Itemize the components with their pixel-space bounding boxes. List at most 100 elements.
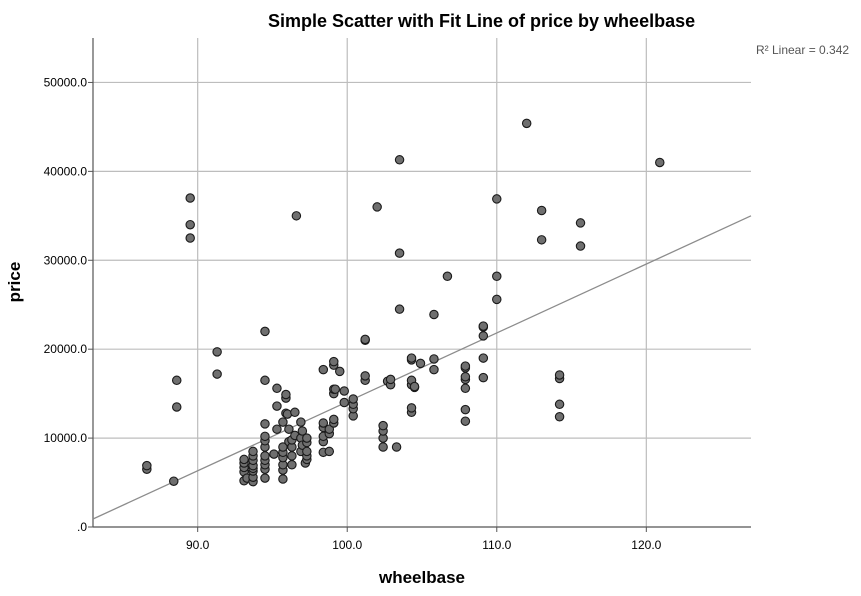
- y-tick-label: .0: [77, 520, 87, 534]
- scatter-point: [378, 442, 388, 452]
- scatter-point: [492, 294, 502, 305]
- scatter-point: [429, 354, 439, 364]
- scatter-point: [348, 394, 358, 404]
- scatter-point: [260, 451, 270, 461]
- x-tick-label: 90.0: [186, 538, 210, 552]
- scatter-point: [385, 374, 396, 385]
- scatter-point: [360, 371, 370, 381]
- scatter-point: [272, 424, 282, 434]
- scatter-point: [171, 375, 182, 386]
- scatter-point: [334, 366, 345, 377]
- scatter-point: [406, 403, 417, 413]
- y-axis-title: price: [5, 262, 24, 303]
- scatter-point: [406, 353, 417, 363]
- scatter-point: [297, 426, 308, 436]
- scatter-point: [260, 473, 270, 483]
- scatter-point: [394, 304, 405, 314]
- scatter-point: [372, 202, 382, 212]
- scatter-point: [324, 446, 335, 457]
- scatter-point: [212, 347, 222, 357]
- scatter-point: [429, 364, 439, 375]
- scatter-point: [521, 118, 532, 129]
- scatter-point: [391, 442, 402, 452]
- scatter-point: [185, 219, 195, 230]
- scatter-point: [554, 370, 565, 380]
- scatter-point: [339, 386, 349, 396]
- scatter-point: [287, 451, 297, 461]
- scatter-point: [287, 460, 297, 470]
- chart-title: Simple Scatter with Fit Line of price by…: [268, 11, 696, 31]
- y-tick-label: 50000.0: [44, 75, 88, 89]
- scatter-point: [655, 157, 665, 168]
- scatter-point: [378, 420, 388, 431]
- scatter-point: [185, 193, 195, 203]
- scatter-point: [442, 271, 453, 282]
- scatter-point: [239, 454, 249, 465]
- scatter-point: [478, 372, 489, 383]
- scatter-point: [329, 356, 339, 367]
- scatter-point: [278, 442, 288, 452]
- scatter-point: [460, 371, 471, 382]
- scatter-point: [284, 424, 294, 434]
- scatter-point: [171, 402, 182, 412]
- scatter-point: [318, 418, 329, 428]
- x-tick-label: 100.0: [332, 538, 362, 552]
- scatter-point: [260, 431, 270, 442]
- scatter-point: [248, 446, 258, 457]
- scatter-point: [575, 218, 586, 228]
- scatter-point: [360, 334, 370, 345]
- axes: [88, 38, 751, 532]
- y-tick-label: 40000.0: [44, 164, 88, 178]
- grid-lines: [93, 38, 751, 527]
- scatter-point: [324, 424, 335, 434]
- scatter-point: [554, 412, 565, 422]
- scatter-point: [278, 417, 288, 427]
- scatter-point: [272, 401, 282, 411]
- scatter-point: [330, 384, 341, 394]
- scatter-point: [290, 407, 300, 418]
- scatter-point: [302, 433, 312, 443]
- scatter-point: [142, 460, 152, 471]
- scatter-point: [272, 383, 282, 394]
- scatter-point: [536, 205, 547, 216]
- scatter-point: [492, 271, 502, 282]
- scatter-point: [460, 404, 471, 415]
- y-tick-label: 30000.0: [44, 253, 88, 267]
- x-tick-label: 110.0: [482, 538, 511, 552]
- y-tick-label: 10000.0: [44, 431, 88, 445]
- scatter-point: [212, 369, 222, 379]
- scatter-point: [460, 383, 471, 394]
- x-axis-title: wheelbase: [378, 568, 465, 587]
- x-tick-label: 120.0: [631, 538, 661, 552]
- scatter-point: [478, 321, 489, 331]
- scatter-point: [394, 155, 405, 165]
- data-points: [142, 118, 665, 487]
- scatter-point: [318, 364, 329, 375]
- scatter-point: [260, 375, 270, 386]
- tick-labels: .0 10000.0 20000.0 30000.0 40000.0 50000.0 90.…: [44, 75, 662, 552]
- scatter-point: [415, 358, 426, 369]
- scatter-point: [302, 446, 312, 457]
- scatter-point: [281, 389, 291, 400]
- scatter-point: [278, 474, 288, 484]
- scatter-point: [429, 309, 439, 320]
- scatter-point: [575, 241, 586, 251]
- scatter-point: [492, 194, 502, 204]
- r2-linear-label: R² Linear = 0.342: [756, 43, 850, 57]
- scatter-point: [536, 235, 547, 245]
- scatter-point: [339, 397, 349, 408]
- y-tick-label: 20000.0: [44, 342, 88, 356]
- scatter-point: [269, 449, 279, 459]
- scatter-point: [260, 326, 270, 337]
- scatter-point: [169, 476, 179, 486]
- scatter-point: [460, 361, 471, 371]
- scatter-point: [394, 248, 405, 258]
- scatter-point: [478, 331, 489, 341]
- scatter-point: [460, 416, 471, 426]
- scatter-point: [409, 381, 420, 392]
- scatter-point: [260, 419, 270, 429]
- scatter-point: [185, 233, 195, 243]
- scatter-point: [478, 353, 489, 363]
- scatter-point: [554, 399, 565, 410]
